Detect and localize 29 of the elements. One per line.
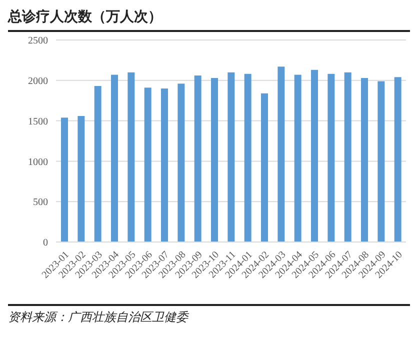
- bar: [128, 72, 135, 242]
- bar: [261, 93, 268, 242]
- bar: [111, 74, 118, 242]
- y-tick-label: 0: [43, 238, 48, 249]
- bar: [344, 72, 352, 242]
- bar: [61, 118, 68, 242]
- bar: [394, 77, 402, 242]
- y-tick-label: 2500: [28, 36, 48, 47]
- bar: [178, 84, 185, 242]
- bar: [161, 88, 168, 242]
- bar: [244, 74, 252, 242]
- y-tick-label: 500: [33, 197, 48, 208]
- text: 资料来源：广西壮族自治区卫健委: [8, 306, 410, 326]
- bar: [194, 76, 202, 242]
- bar: [378, 81, 385, 242]
- bar: [94, 86, 102, 242]
- y-tick-label: 1000: [28, 156, 48, 168]
- bar: [311, 70, 318, 242]
- y-tick-label: 2000: [28, 76, 48, 87]
- chart-title: 总诊疗人次数（万人次）: [8, 6, 410, 32]
- bar: [294, 74, 302, 242]
- bar: [211, 78, 218, 242]
- bar: [278, 66, 285, 242]
- bar: [361, 78, 368, 242]
- bar: [144, 88, 152, 242]
- y-tick-label: 1500: [28, 116, 48, 128]
- bar: [228, 72, 235, 242]
- bar: [78, 116, 85, 242]
- bar: [328, 74, 335, 242]
